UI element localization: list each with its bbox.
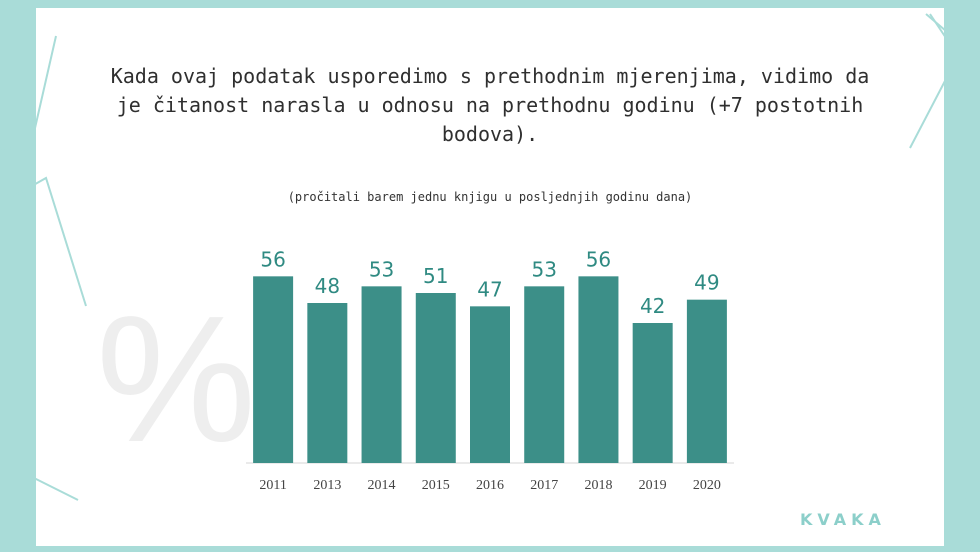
bar-2011: [253, 276, 294, 463]
chart-subtitle: (pročitali barem jednu knjigu u posljedn…: [287, 190, 693, 204]
bar-2013: [307, 303, 348, 463]
bar-2018: [578, 276, 619, 463]
data-label-2016: 47: [477, 277, 502, 301]
data-label-2014: 53: [369, 257, 394, 281]
tick-label-2020: 2020: [693, 478, 721, 493]
tick-label-2017: 2017: [530, 478, 558, 493]
tick-label-2014: 2014: [368, 478, 396, 493]
data-label-2020: 49: [694, 271, 719, 295]
tick-label-2015: 2015: [422, 478, 450, 493]
tick-label-2018: 2018: [584, 478, 612, 493]
bar-2019: [632, 323, 673, 463]
data-label-2018: 56: [586, 247, 611, 271]
kvaka-logo: KVAKA: [800, 510, 886, 529]
bar-2015: [415, 293, 456, 463]
bar-2014: [361, 286, 402, 463]
data-label-2015: 51: [423, 264, 448, 288]
bar-2020: [686, 299, 727, 463]
data-label-2017: 53: [531, 257, 556, 281]
tick-label-2013: 2013: [313, 478, 341, 493]
headline-text: Kada ovaj podatak usporedimo s prethodni…: [110, 64, 870, 146]
tick-label-2016: 2016: [476, 478, 504, 493]
data-label-2019: 42: [640, 294, 665, 318]
tick-label-2019: 2019: [639, 478, 667, 493]
percent-watermark: %: [96, 279, 257, 480]
data-label-2013: 48: [315, 274, 340, 298]
data-label-2011: 56: [260, 247, 285, 271]
tick-label-2011: 2011: [259, 478, 286, 493]
bar-2016: [470, 306, 510, 463]
bar-2017: [524, 286, 565, 463]
